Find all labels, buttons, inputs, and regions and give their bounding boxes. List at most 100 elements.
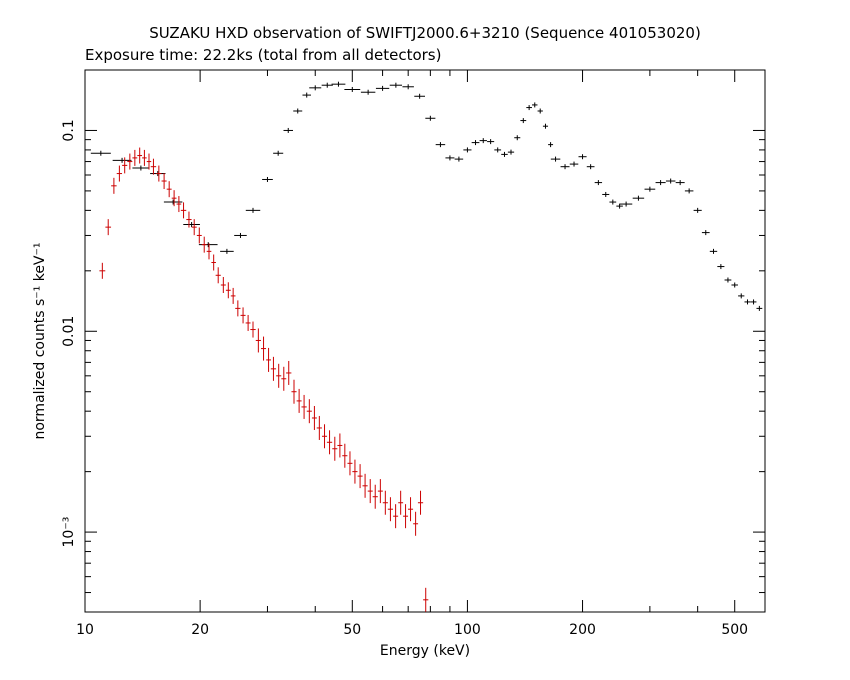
data-point [316,415,322,440]
y-tick-label: 10⁻³ [61,517,77,548]
data-point [756,305,763,311]
data-point [344,86,361,92]
data-point [731,282,738,288]
data-point [132,149,138,166]
data-point [281,366,287,391]
data-point [471,140,480,146]
data-point [398,490,404,515]
x-tick-label: 100 [454,622,481,638]
data-point [479,138,487,144]
data-point [738,293,745,299]
data-point [701,230,710,236]
data-point [326,430,333,455]
data-point [311,405,317,430]
data-point [198,242,218,248]
chart-title: SUZAKU HXD observation of SWIFTJ2000.6+3… [149,24,701,42]
data-point [616,203,623,209]
data-point [724,277,732,283]
data-point [112,157,132,163]
x-axis-label: Energy (keV) [380,643,470,659]
data-point [220,276,226,293]
data-point [261,336,267,361]
data-point [132,165,150,171]
data-point [644,186,656,192]
data-point [709,248,718,254]
series-2 [99,147,429,612]
data-point [569,161,579,167]
data-point [291,379,297,404]
data-point [532,102,538,108]
data-point [507,149,515,155]
data-point [322,424,328,449]
data-point [171,190,177,207]
data-point [122,157,128,174]
data-point [609,199,617,205]
data-point [266,347,272,372]
y-tick-label: 0.01 [61,316,77,347]
data-point [693,207,702,213]
data-point [494,147,502,153]
data-point [146,153,152,170]
data-point [283,127,293,133]
data-point [548,142,554,148]
y-axis-label: normalized counts s⁻¹ keV⁻¹ [32,242,48,439]
data-point [382,490,388,515]
data-point [255,328,261,353]
data-point [425,115,436,121]
data-point [276,363,282,388]
y-tick-label: 0.1 [61,119,77,141]
data-point [301,394,307,419]
data-point [372,484,378,509]
data-point [150,158,157,175]
data-point [331,81,346,87]
data-point [375,85,390,91]
data-point [116,165,123,182]
data-point [342,443,348,468]
data-point [270,356,277,381]
data-point [393,504,399,529]
data-point [99,262,106,279]
data-point [309,85,322,91]
data-point [196,227,202,244]
data-point [211,254,216,271]
data-point [655,180,666,186]
data-point [127,153,133,170]
data-point [105,219,112,236]
chart-subtitle: Exposure time: 22.2ks (total from all de… [85,46,441,64]
data-point [445,155,455,161]
data-point [389,82,403,88]
data-point [463,147,472,153]
data-point [423,587,429,612]
data-series [90,81,763,612]
data-point [665,178,676,184]
data-point [602,191,610,197]
data-point [306,399,312,424]
data-point [352,459,358,484]
data-point [454,156,464,162]
data-point [215,267,221,284]
data-point [262,176,273,182]
data-point [632,195,645,201]
data-point [191,219,197,236]
data-point [321,82,333,88]
data-point [377,479,383,504]
data-point [435,142,446,148]
data-point [235,300,241,317]
x-axis-ticks: 10 20 50 100 200 500 [76,70,766,638]
data-point [347,451,353,476]
data-point [619,201,633,207]
data-point [750,299,757,305]
data-point [514,135,521,141]
data-point [414,93,425,99]
data-point [594,180,603,186]
data-point [286,360,292,385]
data-point [360,89,376,95]
x-tick-label: 20 [191,622,209,638]
data-point [550,156,561,162]
data-point [337,433,343,458]
data-point [186,211,192,228]
data-point [537,108,543,114]
data-point [302,92,311,98]
data-point [501,151,508,157]
